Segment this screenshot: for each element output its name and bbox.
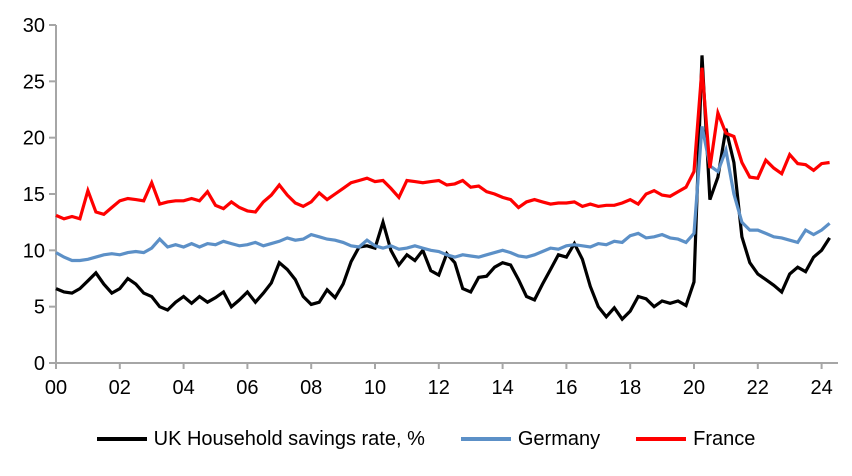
legend-item-uk: UK Household savings rate, %: [96, 427, 425, 451]
series-line-france: [55, 67, 830, 221]
x-axis-tick-label: 16: [555, 377, 577, 399]
x-axis-tick-label: 00: [45, 377, 67, 399]
x-axis-tick-label: 10: [364, 377, 386, 399]
x-axis-tick-label: 04: [172, 377, 194, 399]
y-axis-tick-label: 15: [23, 184, 45, 206]
x-axis-tick-label: 02: [109, 377, 131, 399]
x-axis-tick-label: 06: [236, 377, 258, 399]
legend-label-uk: UK Household savings rate, %: [153, 427, 425, 450]
y-axis-tick-label: 20: [23, 128, 45, 150]
germany-line-swatch: [460, 437, 511, 441]
y-axis-tick-label: 5: [34, 297, 45, 319]
series-line-germany: [55, 126, 831, 263]
x-axis-tick-label: 22: [747, 377, 769, 399]
series-line-uk: [55, 55, 831, 322]
legend-label-france: France: [693, 427, 756, 450]
chart-plot-area: 0 5 10 15 20 25 30 00 02 04 06 08 10 12 14 16 18 20 22 24: [23, 15, 838, 399]
y-axis-tick-label: 25: [23, 71, 45, 93]
x-axis-tick-label: 08: [300, 377, 322, 399]
chart-legend: UK Household savings rate, % Germany Fra…: [0, 422, 852, 456]
uk-line-swatch: [96, 437, 147, 441]
x-axis-tick-label: 24: [810, 377, 832, 399]
legend-item-france: France: [636, 428, 755, 451]
y-axis-tick-label: 30: [23, 15, 45, 37]
x-axis-tick-label: 20: [683, 377, 705, 399]
y-axis-tick-label: 10: [23, 240, 45, 262]
y-axis-tick-label: 0: [34, 353, 45, 375]
x-axis-tick-label: 18: [619, 377, 641, 399]
x-axis-tick-label: 12: [428, 377, 450, 399]
x-axis-tick-label: 14: [491, 377, 513, 399]
legend-label-germany: Germany: [517, 427, 601, 450]
legend-item-germany: Germany: [460, 427, 601, 451]
france-line-swatch: [636, 437, 687, 441]
